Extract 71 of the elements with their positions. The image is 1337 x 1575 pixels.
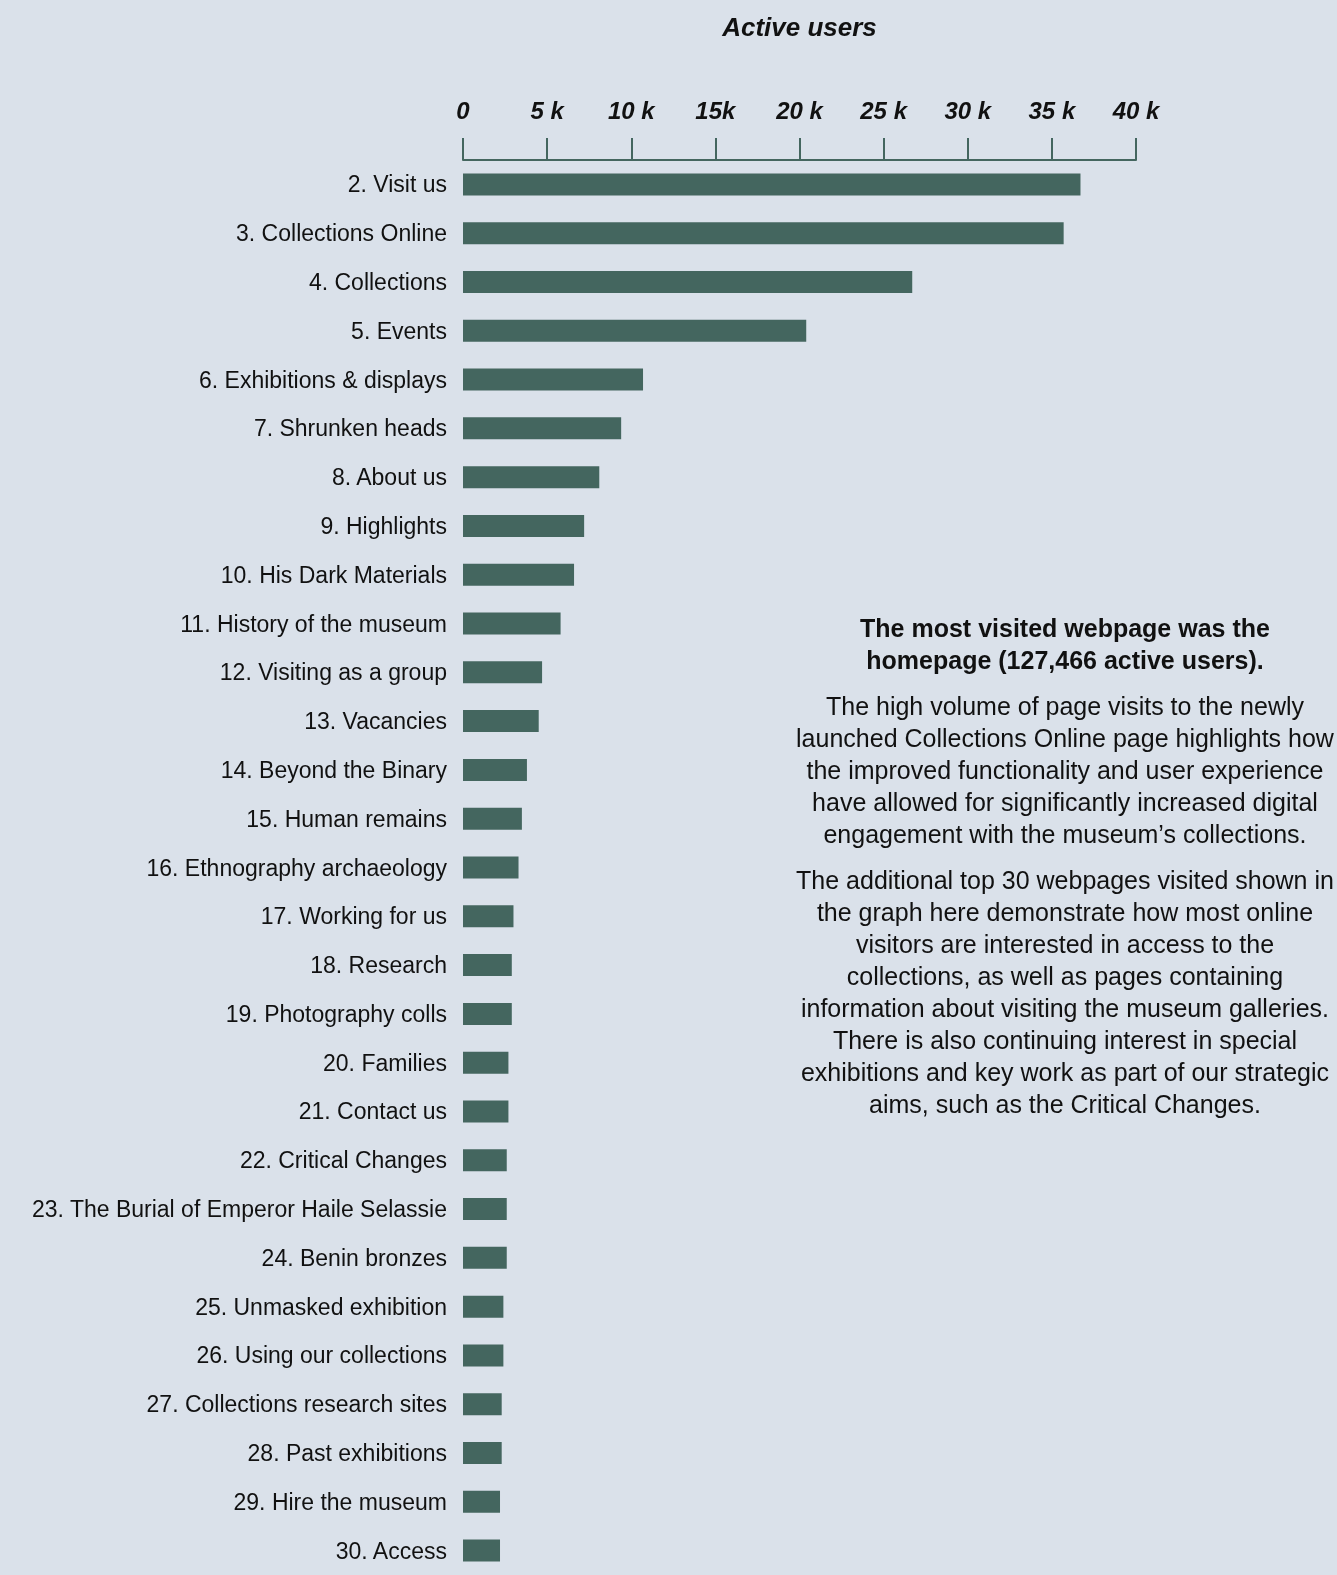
y-tick-label: 20. Families — [323, 1049, 447, 1076]
bar — [463, 954, 512, 977]
x-tick-label: 35 k — [1028, 96, 1077, 124]
y-tick-label: 29. Hire the museum — [233, 1488, 447, 1515]
x-tick-label: 25 k — [859, 96, 909, 124]
bar — [463, 1246, 507, 1269]
y-tick-label: 9. Highlights — [320, 512, 447, 539]
bar — [463, 1344, 504, 1367]
y-tick-label: 30. Access — [335, 1537, 447, 1564]
annotation: The additional top 30 webpages visited shown in the graph here demonstrate how most online visitors are interested in access to the collections, as well as pages containing information about visiting the museum galleries. There is also continuing interest in special exhibitions and key work as part of our strategic aims, such as the Critical Changes. — [795, 865, 1335, 1120]
bar — [463, 1100, 509, 1123]
y-tick-label: 25. Unmasked exhibition — [195, 1293, 447, 1320]
y-tick-label: 2. Visit us — [347, 171, 447, 198]
y-tick-label: 7. Shrunken heads — [253, 415, 447, 442]
y-tick-label: 5. Events — [351, 317, 447, 344]
y-tick-label: 24. Benin bronzes — [261, 1244, 447, 1271]
bar — [463, 1490, 501, 1513]
y-tick-label: 4. Collections — [308, 268, 447, 295]
bar — [463, 417, 622, 440]
y-tick-label: 8. About us — [331, 464, 447, 491]
bar — [463, 661, 543, 684]
y-tick-label: 10. His Dark Materials — [220, 561, 447, 588]
y-tick-label: 26. Using our collections — [196, 1342, 447, 1369]
y-tick-label: 28. Past exhibitions — [247, 1440, 447, 1467]
bar — [463, 1149, 507, 1172]
y-tick-label: 14. Beyond the Binary — [220, 756, 448, 783]
x-tick-label: 5 k — [530, 96, 566, 124]
x-tick-label: 0 — [456, 96, 471, 124]
bar — [463, 612, 561, 635]
y-tick-label: 18. Research — [310, 952, 447, 979]
x-axis-title: Active users — [721, 12, 877, 42]
annotation: The most visited webpage was the homepage (127,466 active users). — [859, 613, 1271, 676]
bar — [463, 1051, 509, 1074]
y-tick-label: 15. Human remains — [246, 805, 447, 832]
bar — [463, 1442, 502, 1465]
bar — [463, 758, 527, 781]
x-tick-label: 15k — [695, 96, 738, 124]
bar — [463, 905, 514, 928]
y-tick-label: 12. Visiting as a group — [219, 659, 447, 686]
bar — [463, 1393, 502, 1416]
bar — [463, 466, 600, 489]
y-tick-label: 16. Ethnography archaeology — [146, 854, 448, 881]
bar — [463, 222, 1064, 245]
x-tick-label: 30 k — [944, 96, 993, 124]
bar — [463, 319, 807, 342]
bar — [463, 1002, 512, 1025]
y-tick-label: 13. Vacancies — [304, 708, 447, 735]
annotation: The high volume of page visits to the newly launched Collections Online page highlights how the improved functionality and user experience have allowed for significantly increased digital engagement with the museum’s collections. — [795, 691, 1335, 850]
x-tick-label: 20 k — [775, 96, 825, 124]
y-tick-label: 19. Photography colls — [225, 1000, 447, 1027]
y-tick-label: 3. Collections Online — [236, 220, 447, 247]
bar — [463, 856, 519, 879]
y-tick-label: 11. History of the museum — [180, 610, 447, 637]
y-tick-label: 17. Working for us — [260, 903, 447, 930]
bar — [463, 563, 575, 586]
y-tick-label: 21. Contact us — [298, 1098, 447, 1125]
y-tick-label: 23. The Burial of Emperor Haile Selassie — [31, 1196, 447, 1223]
x-tick-label: 40 k — [1111, 96, 1161, 124]
bar — [463, 514, 585, 537]
bar — [463, 173, 1081, 196]
bar — [463, 1295, 504, 1318]
bar — [463, 368, 644, 391]
bar — [463, 1539, 501, 1562]
bar — [463, 270, 913, 293]
bar — [463, 710, 539, 733]
x-tick-label: 10 k — [607, 96, 657, 124]
bar — [463, 1198, 507, 1221]
y-tick-label: 27. Collections research sites — [146, 1391, 447, 1418]
y-tick-label: 6. Exhibitions & displays — [198, 366, 447, 393]
y-tick-label: 22. Critical Changes — [239, 1147, 447, 1174]
bar — [463, 807, 522, 830]
